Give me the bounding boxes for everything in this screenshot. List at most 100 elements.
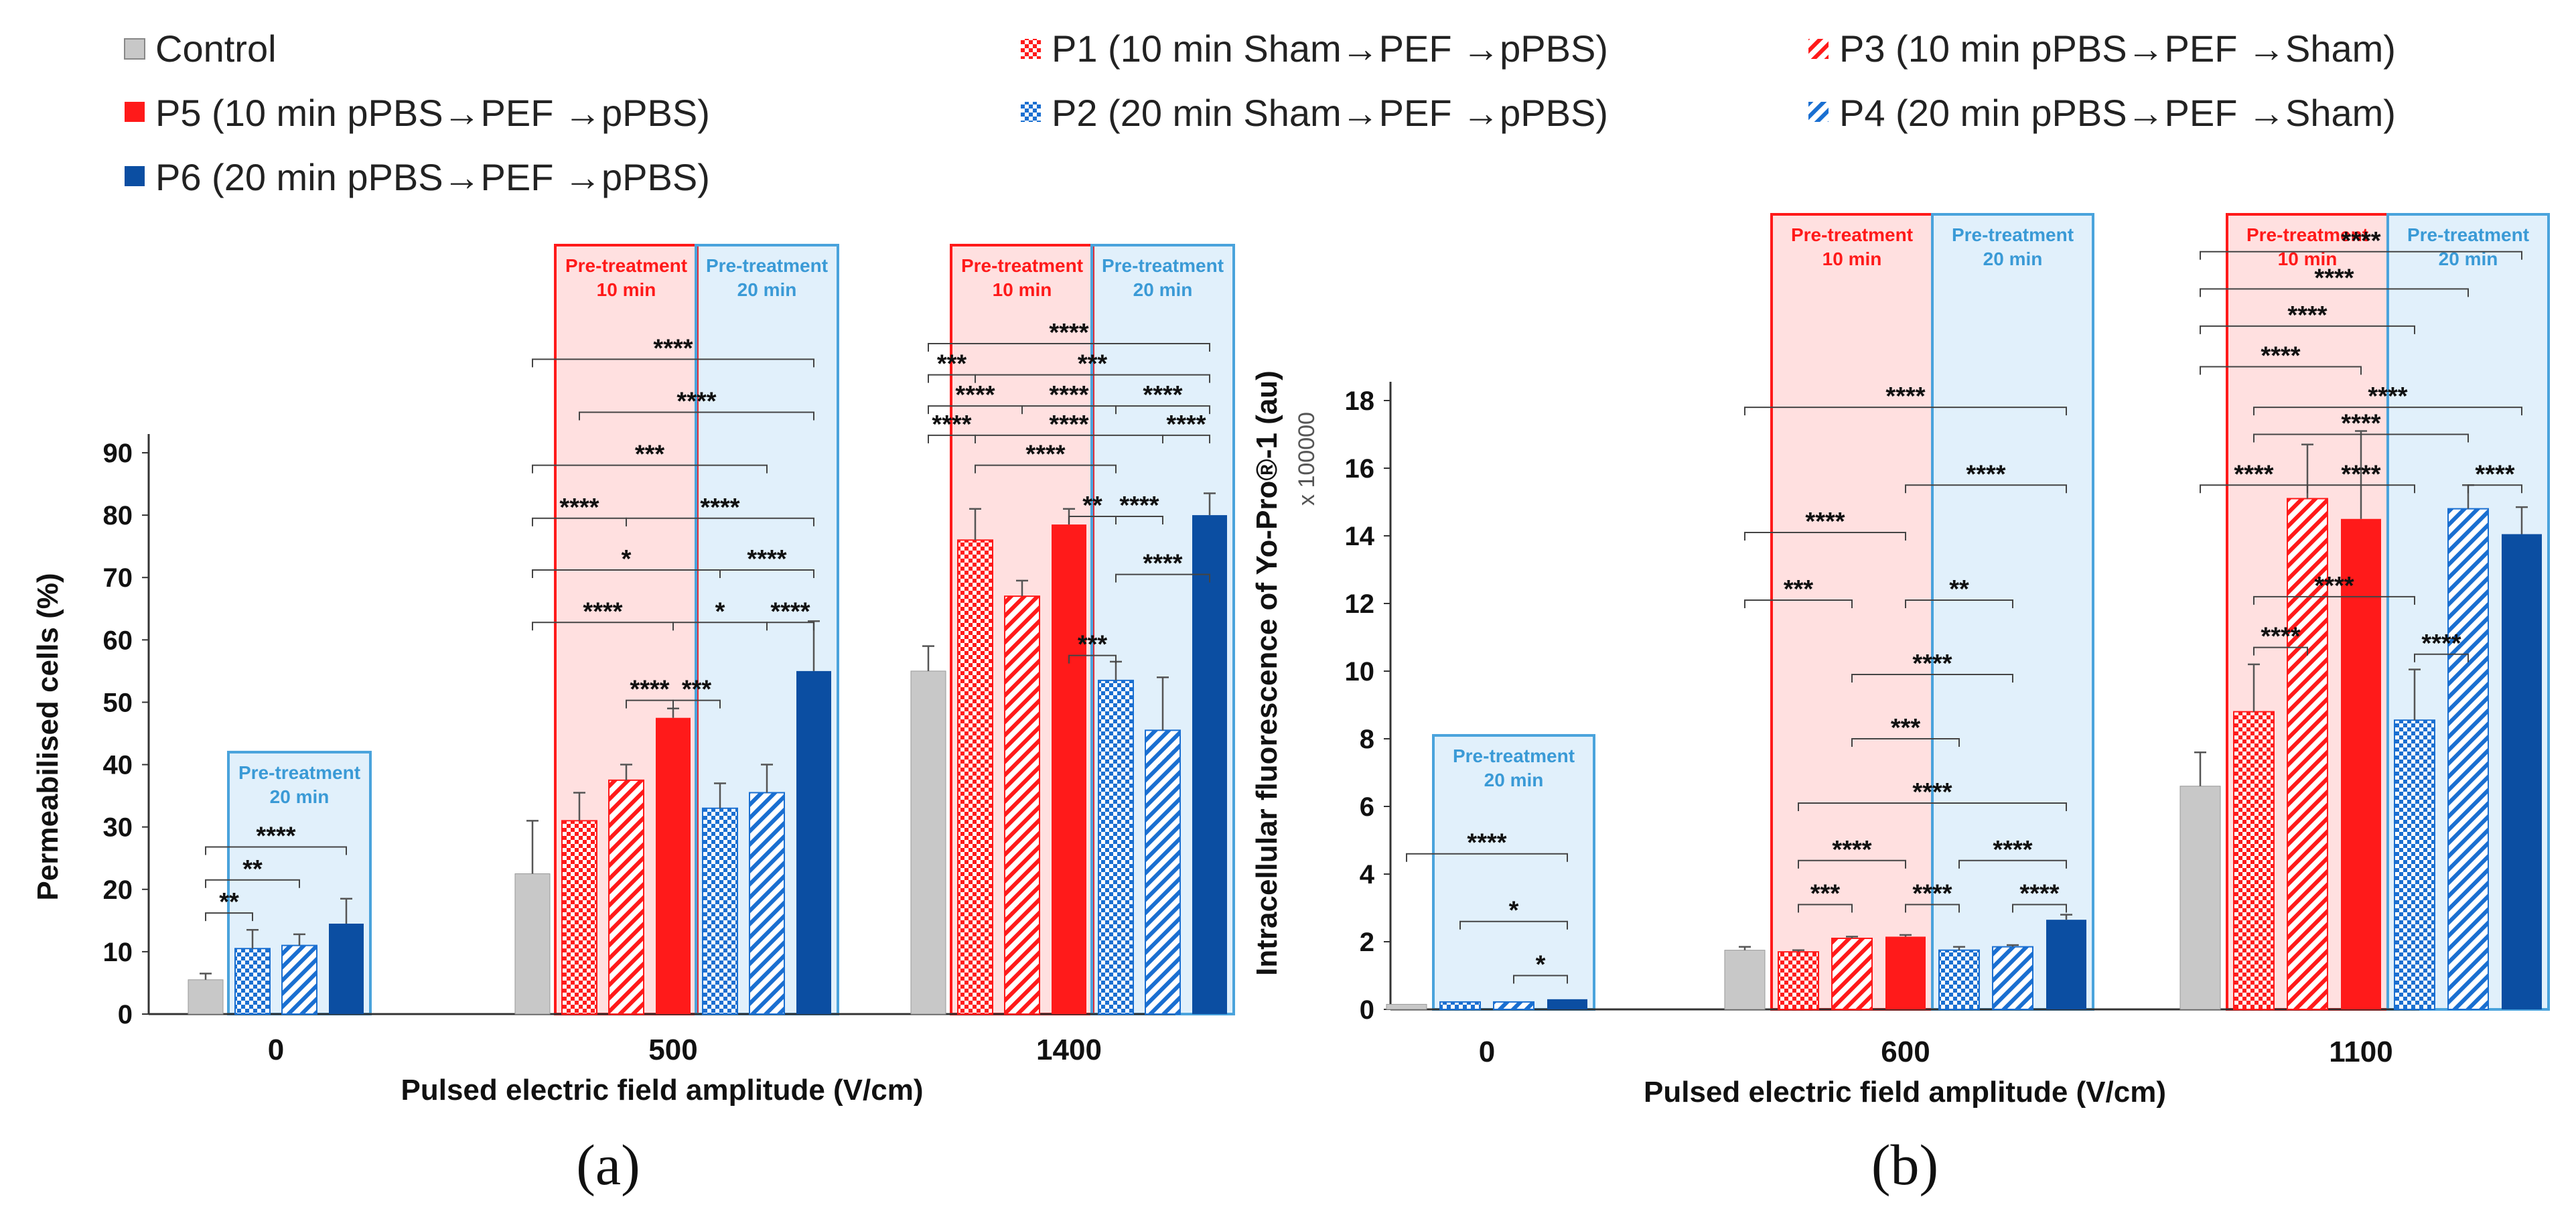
significance-bracket xyxy=(2200,325,2415,334)
significance-bracket xyxy=(2253,407,2522,416)
y-tick-label: 0 xyxy=(118,1000,133,1029)
bar-500-p1 xyxy=(561,820,597,1015)
significance-bracket xyxy=(1406,853,1568,862)
legend-swatch-p6 xyxy=(125,166,145,186)
x-axis-title: Pulsed electric field amplitude (V/cm) xyxy=(401,1074,924,1107)
significance-label: * xyxy=(1536,951,1546,979)
bar-1100-p1 xyxy=(2233,711,2275,1010)
y-tick-label: 4 xyxy=(1360,860,1375,889)
pretreatment-box-title: Pre-treatment xyxy=(961,255,1083,276)
pretreatment-box-title: Pre-treatment xyxy=(1453,745,1575,766)
significance-bracket xyxy=(626,517,814,526)
significance-bracket xyxy=(2012,904,2067,913)
significance-label: **** xyxy=(2261,623,2300,651)
bar-0-p6 xyxy=(329,923,364,1014)
bar-500-p6 xyxy=(796,670,831,1014)
pretreatment-box-pre20 xyxy=(1432,733,1595,1011)
bar-500-p5 xyxy=(656,717,691,1014)
bar-0-p4 xyxy=(281,944,317,1015)
significance-label: **** xyxy=(1966,460,2005,488)
y-tick-label: 10 xyxy=(103,938,133,967)
legend-item-p2: P2 (20 min Sham→PEF →pPBS) xyxy=(1021,92,1608,134)
bar-0-p2 xyxy=(234,948,271,1015)
significance-label: * xyxy=(622,545,632,573)
significance-label: **** xyxy=(256,822,295,850)
significance-label: **** xyxy=(2234,460,2273,488)
significance-bracket xyxy=(2414,653,2469,662)
significance-label: **** xyxy=(1885,382,1925,411)
significance-bracket xyxy=(928,343,1210,352)
significance-label: **** xyxy=(932,411,971,439)
y-axis-title: Permeabilised cells (%) xyxy=(31,573,64,900)
legend-item-p1: P1 (10 min Sham→PEF →pPBS) xyxy=(1021,27,1608,70)
bar-1400-p3 xyxy=(1004,595,1040,1015)
legend-item-p6: P6 (20 min pPBS→PEF →pPBS) xyxy=(125,156,710,198)
pretreatment-box-duration: 10 min xyxy=(597,279,656,300)
bar-1100-p6 xyxy=(2502,534,2542,1009)
bar-1400-p5 xyxy=(1052,524,1086,1014)
significance-label: **** xyxy=(630,676,669,704)
bar-600-p2 xyxy=(1938,949,1980,1010)
significance-label: * xyxy=(1509,897,1519,925)
pretreatment-boxes-b: Pre-treatment 20 min Pre-treatment 10 min Pr… xyxy=(1432,213,2550,1011)
x-category-label: 1100 xyxy=(2329,1036,2392,1068)
y-tick-label: 16 xyxy=(1345,454,1375,484)
x-category-label: 500 xyxy=(648,1033,697,1066)
significance-label: **** xyxy=(2341,227,2380,255)
bar-1400-p6 xyxy=(1192,515,1227,1014)
significance-bracket xyxy=(1744,407,2067,416)
bar-1400-p2 xyxy=(1098,679,1134,1015)
significance-bracket xyxy=(1513,975,1568,984)
significance-bracket xyxy=(579,411,814,421)
bar-600-p3 xyxy=(1831,937,1873,1010)
significance-label: **** xyxy=(1025,441,1065,469)
bar-500-p4 xyxy=(749,792,785,1015)
y-tick-label: 30 xyxy=(103,813,133,843)
pretreatment-box-title: Pre-treatment xyxy=(1791,224,1913,245)
bar-600-p6 xyxy=(2046,920,2086,1009)
significance-label: **** xyxy=(1467,829,1506,857)
chart-b-yo-pro-fluorescence: Pre-treatment 20 min Pre-treatment 10 min Pr… xyxy=(1250,213,2550,1109)
pretreatment-box-title: Pre-treatment xyxy=(2407,224,2529,245)
significance-label: **** xyxy=(1912,879,1952,908)
bar-1400-p1 xyxy=(957,539,993,1015)
significance-label: **** xyxy=(955,381,995,409)
significance-label: ** xyxy=(242,855,263,883)
legend-swatch-p3 xyxy=(1808,39,1829,59)
bar-1400-p4 xyxy=(1145,729,1181,1015)
y-tick-label: 18 xyxy=(1345,386,1375,416)
significance-label: *** xyxy=(1810,879,1841,908)
y-tick-label: 8 xyxy=(1360,725,1374,754)
significance-label: **** xyxy=(676,387,716,415)
pretreatment-box-title: Pre-treatment xyxy=(565,255,687,276)
legend-swatch-p4 xyxy=(1808,102,1829,122)
y-tick-label: 2 xyxy=(1360,928,1374,957)
legend-label-p3: P3 (10 min pPBS→PEF →Sham) xyxy=(1839,27,2396,70)
pretreatment-box-duration: 20 min xyxy=(1133,279,1193,300)
bar-0-p6 xyxy=(1547,999,1587,1009)
significance-bracket xyxy=(1068,654,1117,664)
significance-bracket xyxy=(719,569,814,579)
significance-bracket xyxy=(205,879,300,888)
legend-label-p6: P6 (20 min pPBS→PEF →pPBS) xyxy=(155,156,710,198)
legend-label-p4: P4 (20 min pPBS→PEF →Sham) xyxy=(1839,92,2396,134)
pretreatment-box-duration: 20 min xyxy=(737,279,797,300)
significance-label: *** xyxy=(1078,350,1108,378)
pretreatment-box-duration: 10 min xyxy=(1822,248,1882,269)
pretreatment-box-title: Pre-treatment xyxy=(1102,255,1224,276)
significance-label: **** xyxy=(2261,342,2300,370)
significance-bracket xyxy=(205,846,347,855)
significance-bracket xyxy=(532,464,768,474)
pretreatment-box-pre20 xyxy=(1931,213,2094,1011)
pretreatment-box-title: Pre-treatment xyxy=(706,255,828,276)
legend-swatch-control xyxy=(124,38,145,60)
significance-label: **** xyxy=(653,334,693,362)
significance-bracket xyxy=(2253,433,2469,443)
bar-0-p4 xyxy=(1493,1001,1534,1011)
significance-label: **** xyxy=(2287,301,2327,330)
significance-bracket xyxy=(1905,484,2067,494)
chart-a-permeabilised-cells: Pre-treatment 20 min Pre-treatment 10 min Pr… xyxy=(31,244,1235,1107)
significance-label: **** xyxy=(1912,778,1952,806)
significance-label: **** xyxy=(2341,410,2380,438)
pretreatment-box-title: Pre-treatment xyxy=(1952,224,2074,245)
